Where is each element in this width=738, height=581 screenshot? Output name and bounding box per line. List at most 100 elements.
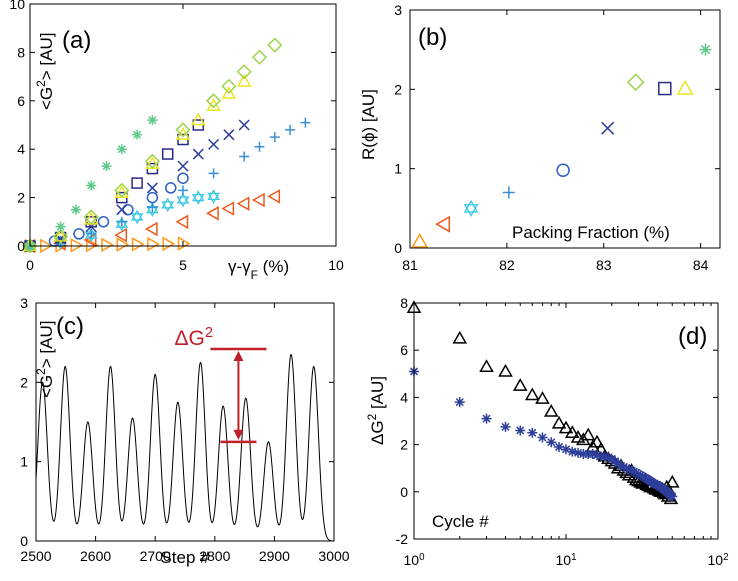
y-tick-label: 0 — [17, 238, 25, 254]
data-point — [86, 180, 97, 191]
data-point — [676, 79, 694, 95]
panel-a: 0 5 10 0 2 4 6 8 10 (a) γ-γF (%) <G2> [AU] — [9, 0, 344, 282]
data-point — [599, 451, 610, 462]
data-point — [239, 151, 250, 162]
data-point — [165, 182, 177, 194]
data-point — [146, 182, 158, 194]
x-tick-label: 84 — [693, 257, 709, 273]
data-point — [146, 191, 159, 204]
data-point — [144, 221, 158, 237]
annotation-label: ΔG2 — [174, 325, 213, 350]
y-axis-label: ΔG2 [AU] — [365, 376, 387, 445]
data-point — [512, 378, 528, 391]
data-point — [86, 228, 97, 239]
data-point — [161, 197, 175, 213]
series-84.0% — [25, 115, 158, 251]
x-tick-label: 81 — [402, 257, 418, 273]
y-axis-label: <G2> [AU] — [34, 33, 56, 111]
data-point — [207, 189, 220, 204]
data-point — [658, 81, 672, 96]
data-point — [177, 236, 191, 251]
data-point — [161, 148, 174, 160]
data-point — [175, 122, 191, 138]
data-point — [122, 203, 134, 216]
data-point — [177, 172, 189, 184]
data-point — [524, 387, 540, 401]
data-point — [206, 98, 221, 111]
signal-line — [35, 353, 335, 542]
data-point — [114, 182, 130, 198]
panel-d: 100 101 102 -2 0 2 4 6 8 (d) Cycle # ΔG2 [AU] — [365, 295, 729, 568]
data-point — [70, 204, 81, 215]
y-tick-label: 2 — [20, 374, 28, 390]
data-point — [116, 237, 130, 252]
annotation-arrow-up — [233, 351, 244, 362]
x-tick-label: 2500 — [20, 548, 51, 564]
data-point — [626, 73, 645, 92]
y-tick-label: 2 — [394, 81, 402, 97]
x-axis-label: Cycle # — [432, 512, 489, 531]
data-point — [114, 227, 128, 243]
data-point — [131, 237, 145, 252]
data-point — [573, 447, 584, 458]
data-point — [254, 141, 265, 152]
plot-frame — [409, 9, 721, 249]
data-point — [479, 359, 494, 372]
data-point — [175, 214, 189, 230]
x-tick-label: 2600 — [80, 548, 111, 564]
x-tick-label: 2800 — [199, 548, 230, 564]
data-point — [70, 237, 84, 253]
data-point — [191, 190, 205, 205]
x-tick-label: 2700 — [140, 548, 171, 564]
x-axis-label: Step # — [160, 548, 210, 567]
data-point — [55, 221, 66, 232]
data-point — [601, 121, 615, 135]
y-axis-label: <G2> [AU] — [34, 321, 56, 399]
y-tick-label: 1 — [394, 161, 402, 177]
data-point — [267, 189, 281, 204]
data-point — [83, 209, 99, 225]
series-83.3% — [22, 37, 283, 254]
y-tick-label: 6 — [400, 342, 408, 358]
data-point — [699, 43, 712, 56]
x-tick-label: 83 — [596, 257, 612, 273]
data-point — [558, 420, 574, 434]
panel-label: (b) — [418, 24, 447, 51]
y-tick-label: 0 — [20, 533, 28, 549]
data-point — [192, 148, 204, 160]
data-point — [131, 177, 143, 189]
data-point — [285, 124, 296, 135]
data-point — [251, 192, 265, 208]
data-point — [147, 236, 160, 252]
data-point — [500, 421, 511, 432]
data-point — [101, 161, 112, 172]
y-tick-label: 2 — [400, 437, 408, 453]
data-point — [53, 228, 69, 244]
data-point — [177, 160, 189, 172]
data-point — [564, 425, 580, 439]
data-point — [101, 237, 115, 253]
data-point — [221, 78, 237, 94]
data-point — [176, 192, 190, 208]
data-point — [130, 209, 144, 225]
panel-c: 2500 2600 2700 2800 2900 3000 0 1 2 3 (c) Step # <G2… — [20, 295, 350, 567]
data-point — [208, 138, 220, 150]
data-point — [502, 186, 515, 199]
data-point — [206, 93, 222, 109]
y-tick-label: 0 — [394, 240, 402, 256]
data-point — [515, 425, 526, 436]
data-point — [463, 199, 479, 217]
data-point — [85, 237, 99, 253]
data-point — [556, 163, 570, 178]
data-point — [221, 86, 237, 99]
data-point — [73, 228, 85, 240]
data-point — [664, 474, 680, 488]
y-tick-label: 4 — [17, 141, 25, 157]
data-point — [618, 462, 629, 473]
data-point — [223, 129, 235, 141]
y-tick-label: 3 — [20, 295, 28, 311]
y-tick-label: 4 — [400, 389, 408, 405]
y-tick-label: 2 — [17, 190, 25, 206]
x-tick-label: 10 — [328, 257, 344, 273]
